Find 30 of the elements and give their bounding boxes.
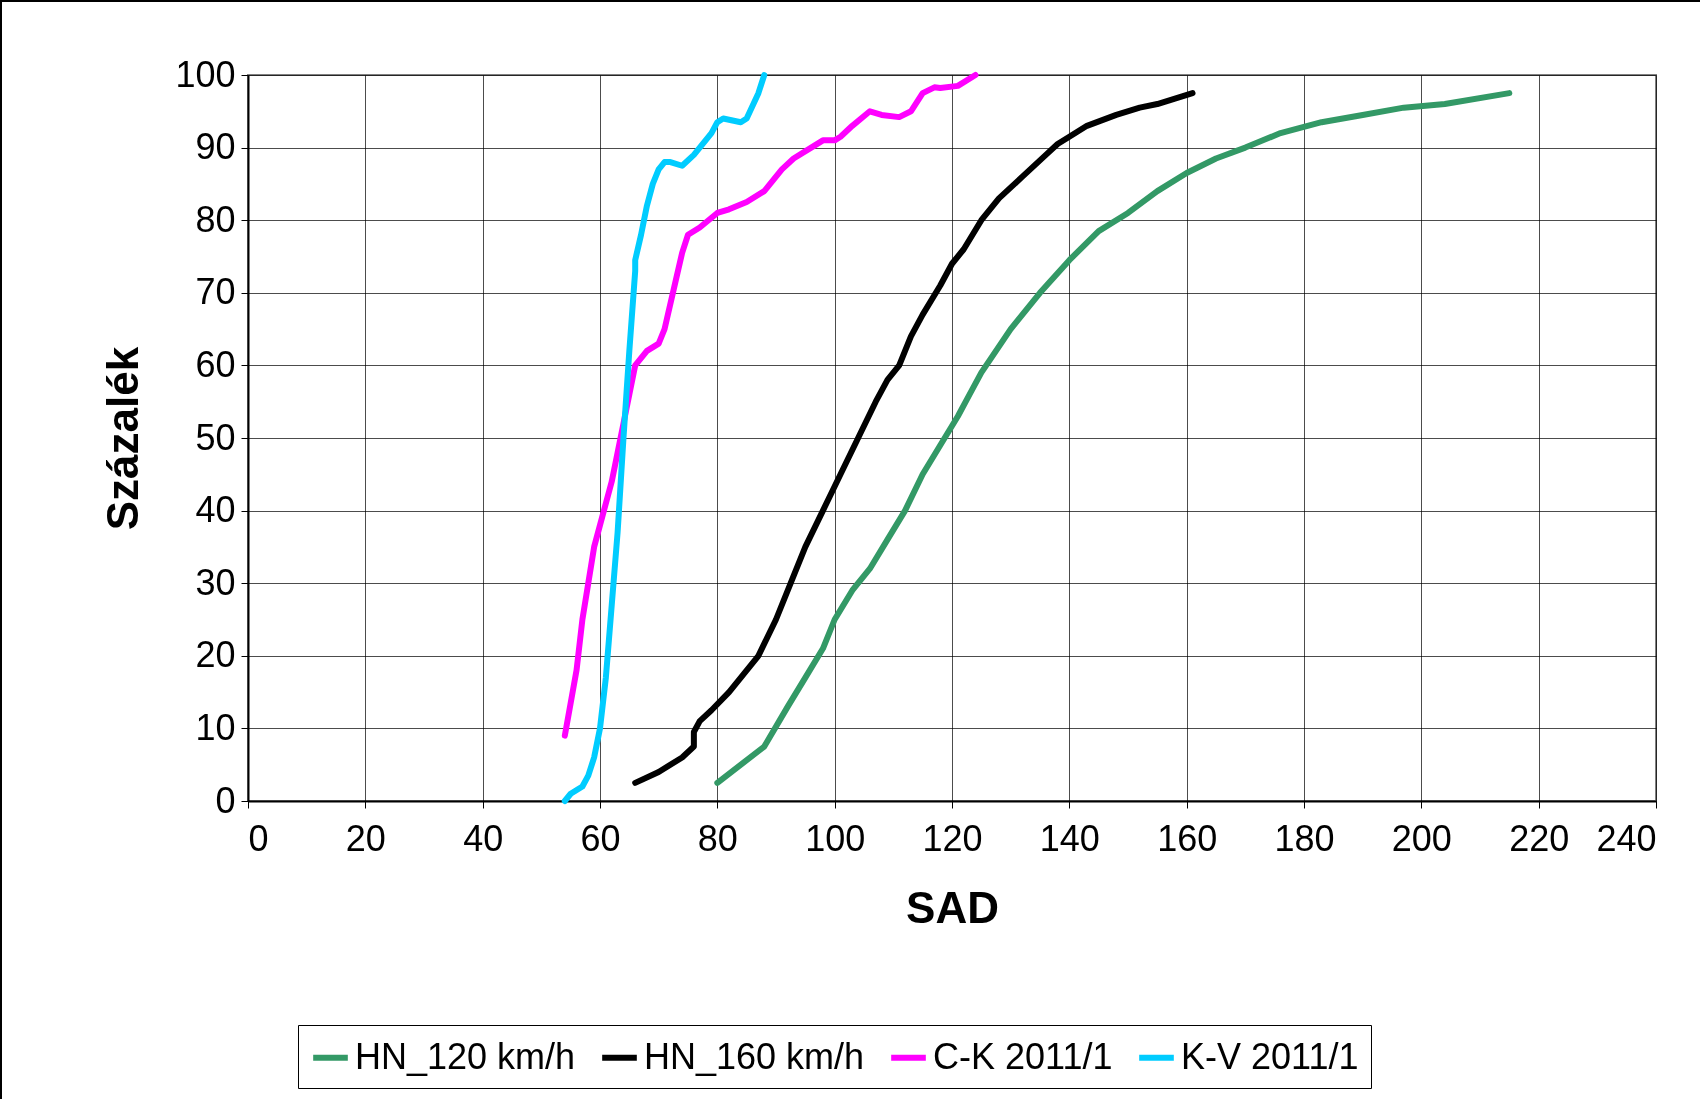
y-tick-label: 0 (215, 779, 236, 821)
y-tick-label: 10 (195, 706, 236, 748)
y-tick-label: 80 (195, 198, 236, 240)
x-tick-label: 180 (1274, 817, 1335, 859)
x-tick-label: 20 (345, 817, 386, 859)
y-tick-label: 100 (175, 53, 236, 95)
legend-label: HN_120 km/h (355, 1035, 576, 1077)
x-tick-label: 40 (463, 817, 504, 859)
y-tick-label: 20 (195, 634, 236, 676)
y-tick-label: 90 (195, 126, 236, 168)
y-axis-title: Százalék (98, 346, 148, 531)
x-tick-label: 200 (1391, 817, 1452, 859)
x-tick-label: 160 (1157, 817, 1218, 859)
legend-label: HN_160 km/h (644, 1035, 865, 1077)
y-tick-label: 50 (195, 416, 236, 458)
legend-label: K-V 2011/1 (1181, 1035, 1359, 1077)
x-axis-title: SAD (906, 882, 999, 932)
x-tick-label: 220 (1509, 817, 1570, 859)
y-tick-label: 40 (195, 489, 236, 531)
x-tick-label: 240 (1596, 817, 1657, 859)
x-tick-label: 0 (248, 817, 269, 859)
legend-label: C-K 2011/1 (933, 1035, 1113, 1077)
y-tick-label: 30 (195, 561, 236, 603)
x-tick-label: 60 (580, 817, 621, 859)
x-tick-label: 120 (922, 817, 983, 859)
x-tick-label: 100 (805, 817, 866, 859)
y-tick-label: 60 (195, 343, 236, 385)
x-tick-label: 140 (1039, 817, 1100, 859)
y-tick-label: 70 (195, 271, 236, 313)
x-tick-label: 80 (697, 817, 738, 859)
